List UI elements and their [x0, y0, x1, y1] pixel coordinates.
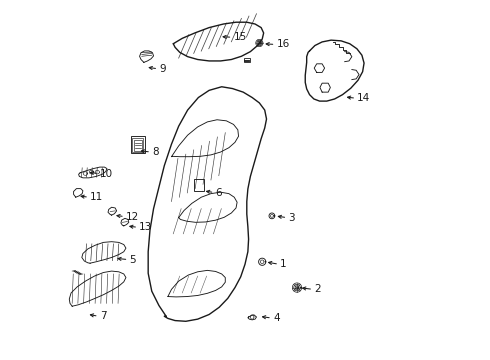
- Bar: [244, 58, 250, 62]
- Bar: [134, 140, 142, 150]
- Text: 5: 5: [129, 255, 136, 265]
- Bar: [132, 138, 143, 152]
- Text: 14: 14: [357, 93, 370, 103]
- Text: 16: 16: [276, 40, 290, 49]
- Text: 15: 15: [234, 32, 247, 42]
- Text: 3: 3: [289, 213, 295, 222]
- Text: 6: 6: [216, 188, 222, 198]
- Text: 11: 11: [90, 192, 103, 202]
- Text: 12: 12: [126, 212, 139, 221]
- Text: 2: 2: [314, 284, 321, 294]
- Text: 8: 8: [152, 147, 159, 157]
- Text: 9: 9: [159, 64, 166, 74]
- Text: 4: 4: [273, 313, 280, 323]
- Text: 10: 10: [100, 168, 113, 179]
- Text: 7: 7: [100, 311, 106, 321]
- Text: 13: 13: [139, 222, 152, 232]
- Bar: [131, 135, 145, 153]
- Text: 1: 1: [280, 259, 287, 269]
- Bar: [194, 179, 204, 191]
